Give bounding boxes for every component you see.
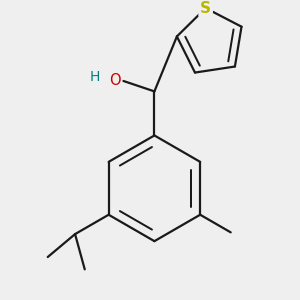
Text: O: O <box>109 74 121 88</box>
Text: H: H <box>90 70 101 85</box>
Text: S: S <box>200 1 211 16</box>
